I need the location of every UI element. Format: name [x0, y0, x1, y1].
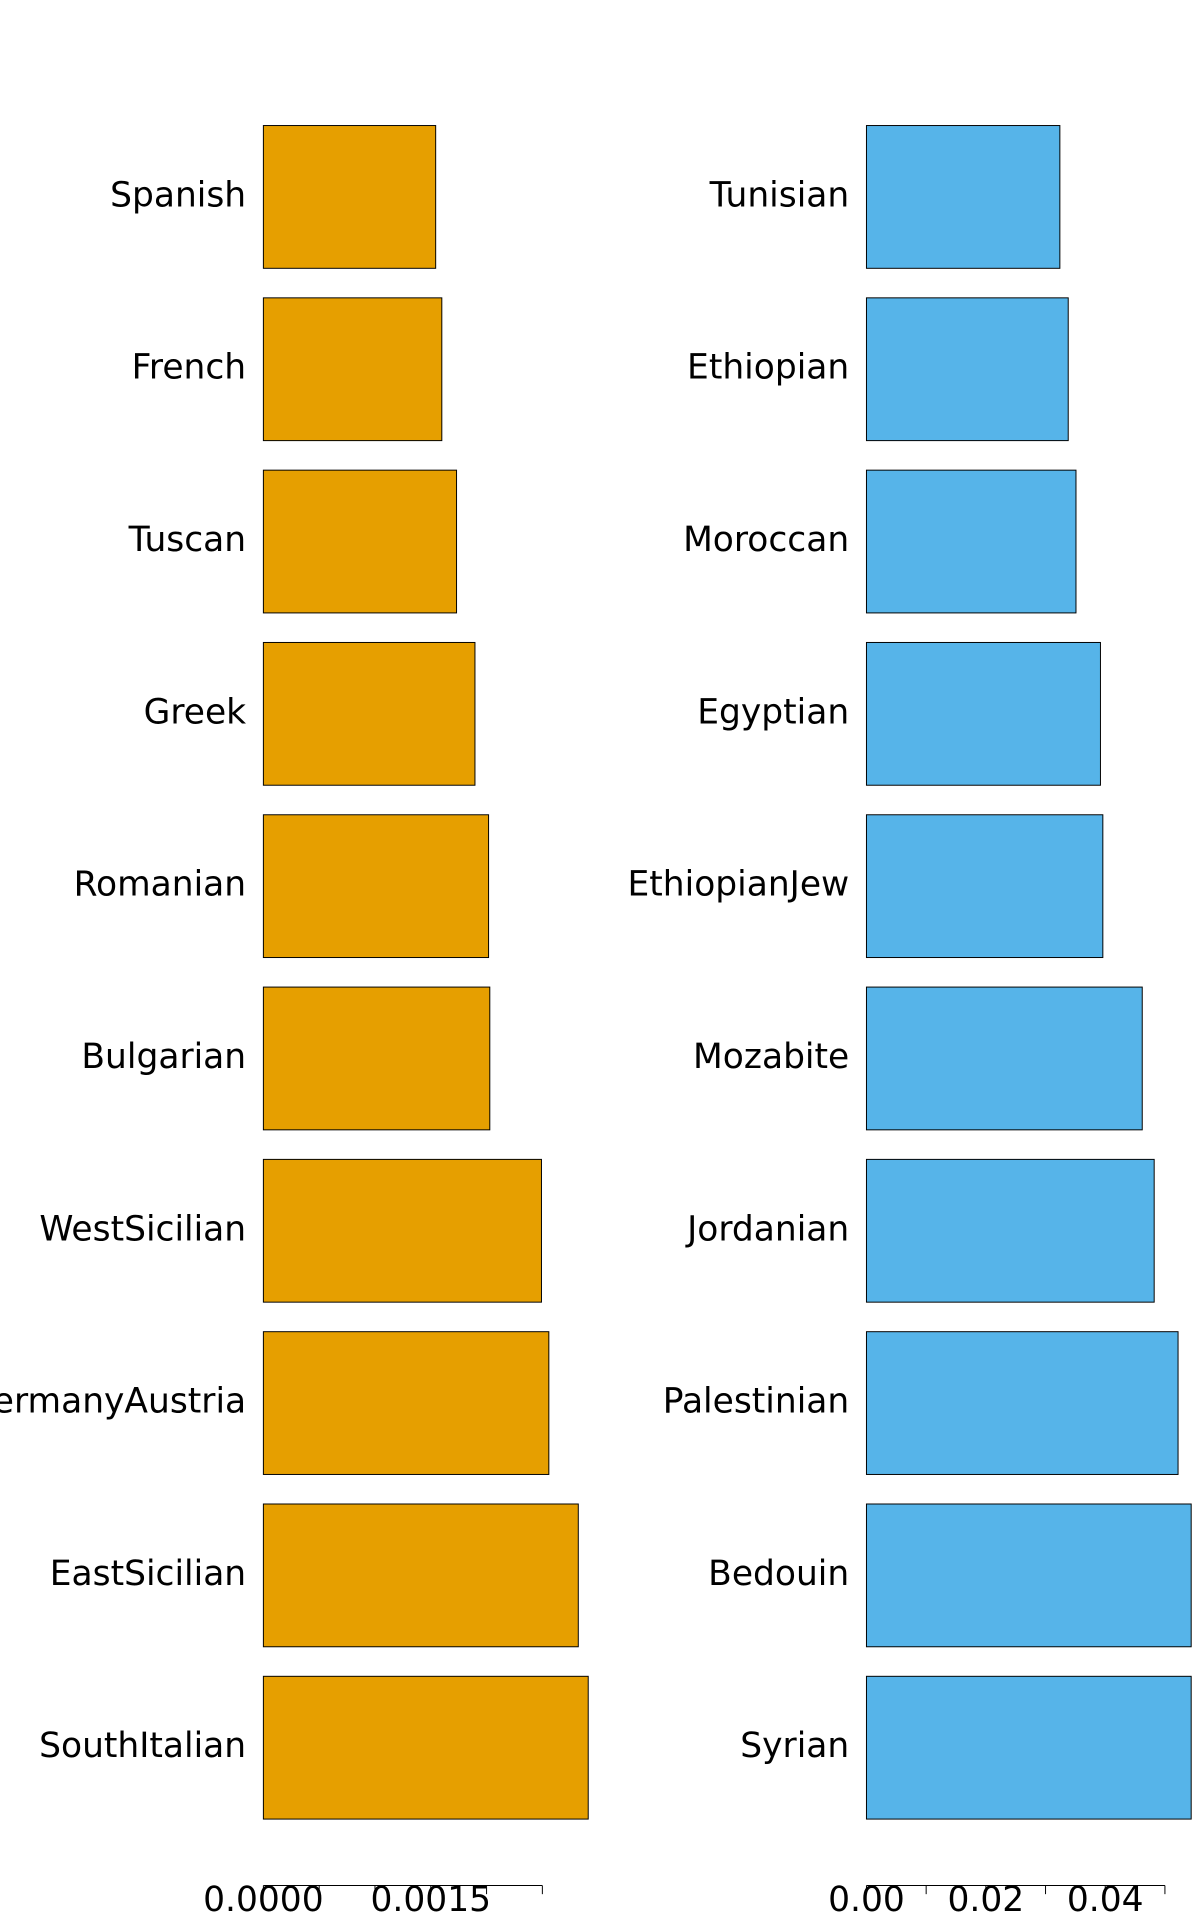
y-tick-label: SouthItalian: [39, 1726, 246, 1766]
x-tick-label: 0.0015: [370, 1880, 491, 1920]
bar: [865, 986, 1143, 1131]
bar: [262, 1331, 550, 1475]
y-tick-label: Greek: [144, 692, 246, 732]
y-tick-label: Syrian: [740, 1726, 849, 1766]
y-tick-label: EastSicilian: [50, 1554, 246, 1594]
bar: [865, 1331, 1179, 1475]
bar: [262, 986, 491, 1131]
bar: [262, 1158, 542, 1303]
bar: [262, 1503, 579, 1648]
y-tick-label: Romanian: [74, 865, 247, 905]
y-tick-label: Tunisian: [709, 175, 850, 215]
bar: [865, 1675, 1192, 1820]
y-tick-label: French: [132, 348, 247, 388]
x-tick-label: 0.02: [947, 1880, 1024, 1920]
y-tick-label: Bulgarian: [81, 1037, 246, 1077]
y-tick-label: Tuscan: [128, 520, 246, 560]
bar: [865, 1158, 1155, 1303]
x-tick-label: 0.04: [1067, 1880, 1144, 1920]
x-tick-label: 0.0000: [203, 1880, 324, 1920]
bar: [262, 469, 458, 614]
y-tick-label: Bedouin: [708, 1554, 849, 1594]
bar: [262, 125, 437, 269]
bar: [865, 469, 1077, 614]
bar: [865, 297, 1069, 442]
bar: [262, 641, 476, 786]
y-tick-label: Ethiopian: [687, 348, 849, 388]
x-tick-label: 0.00: [828, 1880, 905, 1920]
y-tick-label: WestSicilian: [39, 1209, 246, 1249]
y-tick-label: Egyptian: [697, 692, 849, 732]
bar: [865, 1503, 1192, 1648]
bar: [865, 125, 1061, 269]
y-tick-label: Jordanian: [685, 1209, 849, 1249]
y-tick-label: GermanyAustria: [0, 1382, 246, 1422]
bar: [262, 1675, 589, 1820]
y-tick-label: Palestinian: [663, 1382, 850, 1422]
bar: [865, 641, 1101, 786]
bar: [865, 814, 1104, 959]
y-tick-label: EthiopianJew: [628, 865, 850, 905]
y-tick-label: Moroccan: [683, 520, 849, 560]
bar: [262, 814, 490, 959]
bar: [262, 297, 443, 442]
y-tick-label: Mozabite: [693, 1037, 849, 1077]
y-tick-label: Spanish: [110, 175, 246, 215]
